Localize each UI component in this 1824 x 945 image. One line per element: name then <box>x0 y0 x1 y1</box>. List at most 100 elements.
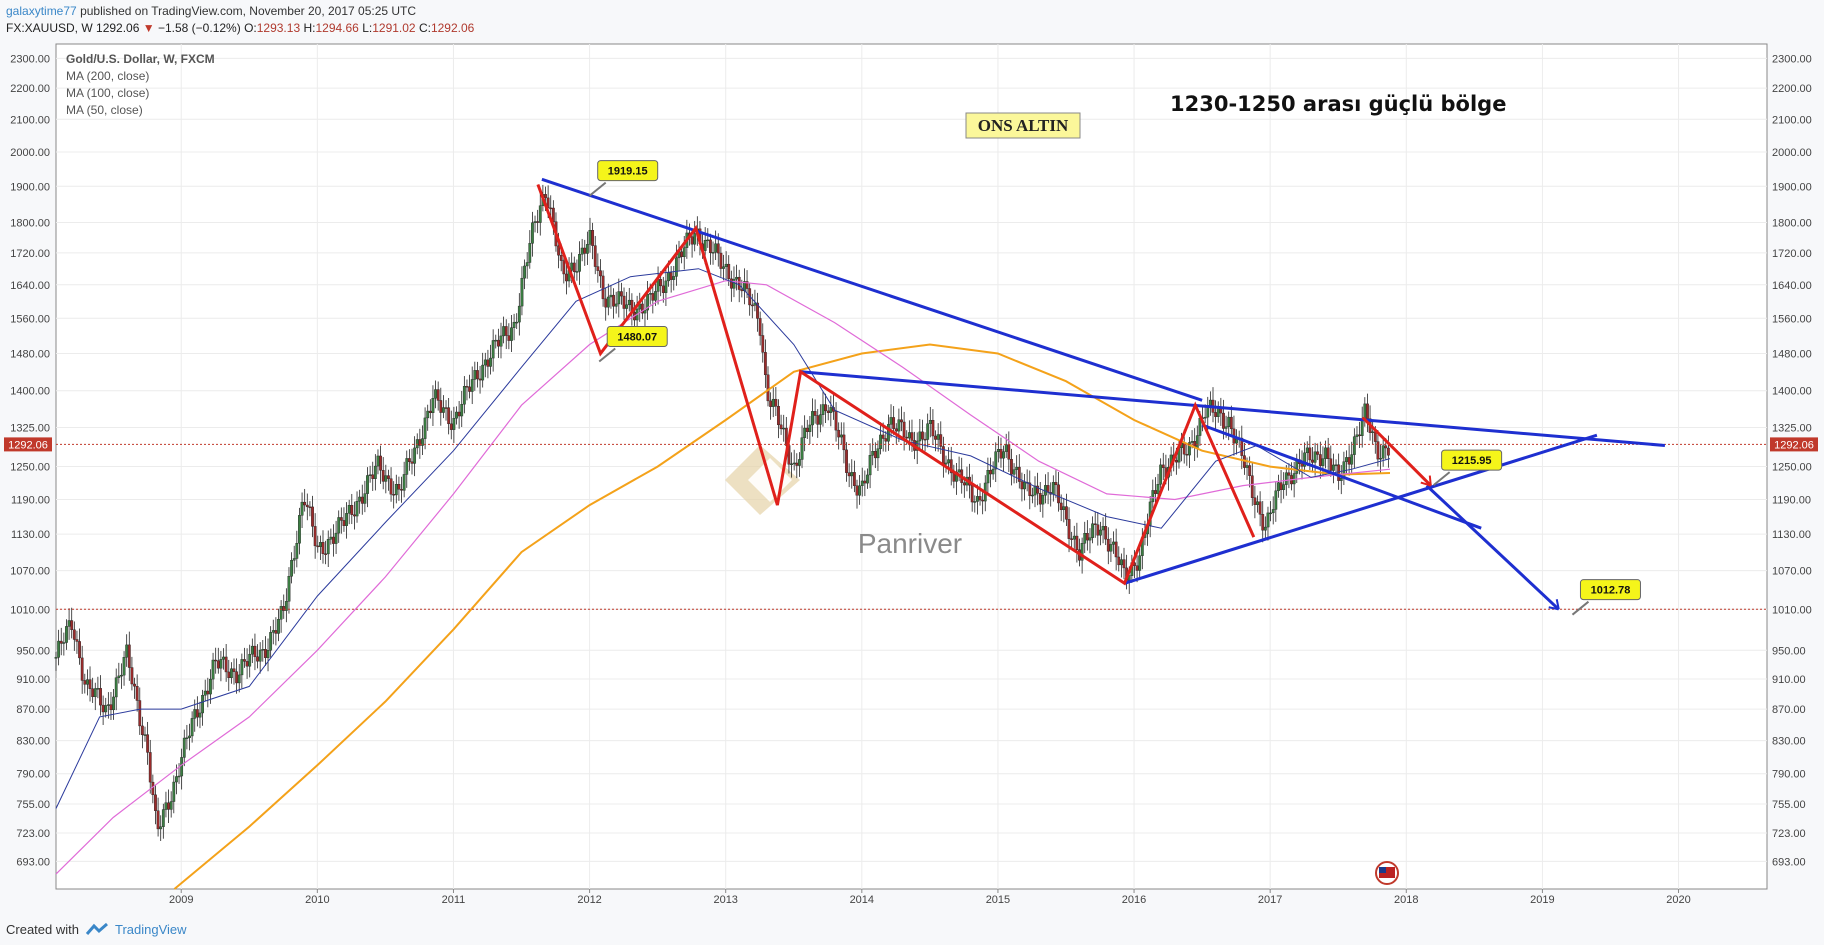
candle-body <box>1122 559 1126 569</box>
candle-body <box>1258 501 1262 515</box>
callout-label: 1215.95 <box>1452 455 1492 467</box>
candle-body <box>617 291 621 305</box>
candle-body <box>737 276 741 290</box>
candle-body <box>358 496 362 502</box>
candle-body <box>1104 526 1108 540</box>
author-link[interactable]: galaxytime77 <box>6 4 77 18</box>
y-tick-label: 693.00 <box>1772 856 1806 868</box>
candle-body <box>1114 541 1118 558</box>
candle-body <box>732 278 736 289</box>
candle-body <box>117 675 121 678</box>
price-callout[interactable]: 1919.15 <box>589 160 659 197</box>
candle-body <box>1355 434 1359 437</box>
text-annotations[interactable]: ONS ALTIN 1230-1250 arası güçlü bölge <box>965 92 1506 139</box>
candle-body <box>528 243 532 263</box>
ons-altin-note[interactable]: ONS ALTIN <box>965 112 1081 139</box>
candle-body <box>724 263 728 267</box>
price-callout[interactable]: 1215.95 <box>1432 449 1503 486</box>
x-tick-label: 2012 <box>577 894 601 906</box>
price-callout[interactable]: 1012.78 <box>1571 579 1641 616</box>
candle-body <box>421 438 424 446</box>
flag-icon[interactable] <box>1375 861 1399 885</box>
candle-body <box>1161 464 1165 468</box>
candle-body <box>947 459 951 464</box>
y-tick-label: 790.00 <box>1772 769 1806 781</box>
price-callout[interactable]: 1480.07 <box>598 326 668 363</box>
price-callouts[interactable]: 1919.15 1480.07 1215.95 1012.78 <box>589 160 1641 616</box>
candle-body <box>379 455 382 471</box>
candle-body <box>161 809 165 827</box>
candle-body <box>625 304 629 309</box>
candle-body <box>970 485 974 503</box>
candle-body <box>457 411 461 417</box>
y-tick-label: 1800.00 <box>10 217 50 229</box>
candle-body <box>609 294 613 298</box>
candle-body <box>292 558 296 561</box>
candle-body <box>342 520 346 526</box>
candle-body <box>232 668 236 672</box>
callout-label: 1480.07 <box>617 332 657 344</box>
arrow-head-icon <box>1420 475 1432 487</box>
candle-body <box>193 709 197 719</box>
candle-body <box>976 496 979 502</box>
candle-body <box>1099 529 1102 536</box>
note-strong-zone[interactable]: 1230-1250 arası güçlü bölge <box>1170 92 1506 116</box>
candle-body <box>936 434 940 440</box>
y-tick-label: 1130.00 <box>1772 529 1811 541</box>
candle-body <box>1337 464 1341 481</box>
candle-body <box>716 243 720 254</box>
symbol-name: FX:XAUUSD, W <box>6 21 93 35</box>
candle-body <box>887 424 890 442</box>
candle-body <box>428 410 432 414</box>
candle-body <box>578 254 581 272</box>
candle-body <box>1284 472 1288 485</box>
blue-trendline[interactable] <box>800 370 1666 447</box>
candle-body <box>994 451 998 470</box>
x-tick-label: 2019 <box>1530 894 1554 906</box>
y-tick-label: 950.00 <box>1772 645 1806 657</box>
candle-body <box>415 439 419 449</box>
candle-body <box>494 339 498 342</box>
y-tick-label: 1010.00 <box>1772 604 1812 616</box>
red-trendline[interactable] <box>1361 416 1432 487</box>
candle-body <box>928 419 932 424</box>
candle-body <box>138 700 142 727</box>
y-tick-label: 2300.00 <box>1772 53 1812 65</box>
legend-title: Gold/U.S. Dollar, W, FXCM <box>66 52 215 66</box>
candle-body <box>769 400 773 407</box>
candle-body <box>1117 556 1121 566</box>
candle-body <box>719 252 723 269</box>
blue-trendlines[interactable] <box>541 177 1666 611</box>
candle-body <box>923 438 927 441</box>
candle-body <box>303 501 307 506</box>
candle-body <box>470 379 474 392</box>
candle-body <box>392 494 396 496</box>
candle-body <box>502 326 506 337</box>
candle-body <box>803 427 807 438</box>
tradingview-link[interactable]: TradingView <box>114 921 187 937</box>
blue-trendline[interactable] <box>541 177 1203 402</box>
candle-body <box>120 674 123 677</box>
candle-body <box>1112 541 1115 545</box>
candle-body <box>520 277 524 307</box>
candle-body <box>1096 524 1100 536</box>
candle-body <box>54 657 58 659</box>
candle-body <box>690 236 694 245</box>
candle-body <box>305 504 309 508</box>
candle-body <box>478 378 482 381</box>
candle-body <box>1256 501 1259 505</box>
candle-body <box>442 407 445 413</box>
candle-body <box>182 737 186 758</box>
blue-trendline[interactable] <box>1201 423 1482 530</box>
candle-body <box>363 493 367 504</box>
candle-body <box>148 752 152 783</box>
blue-trendline[interactable] <box>1425 484 1560 611</box>
y-tick-label: 790.00 <box>16 769 50 781</box>
blue-trendline[interactable] <box>1124 433 1598 585</box>
candle-body <box>468 386 471 392</box>
candle-body <box>106 704 110 706</box>
candle-body <box>1091 523 1094 538</box>
candle-body <box>839 434 843 438</box>
candle-body <box>973 501 977 503</box>
